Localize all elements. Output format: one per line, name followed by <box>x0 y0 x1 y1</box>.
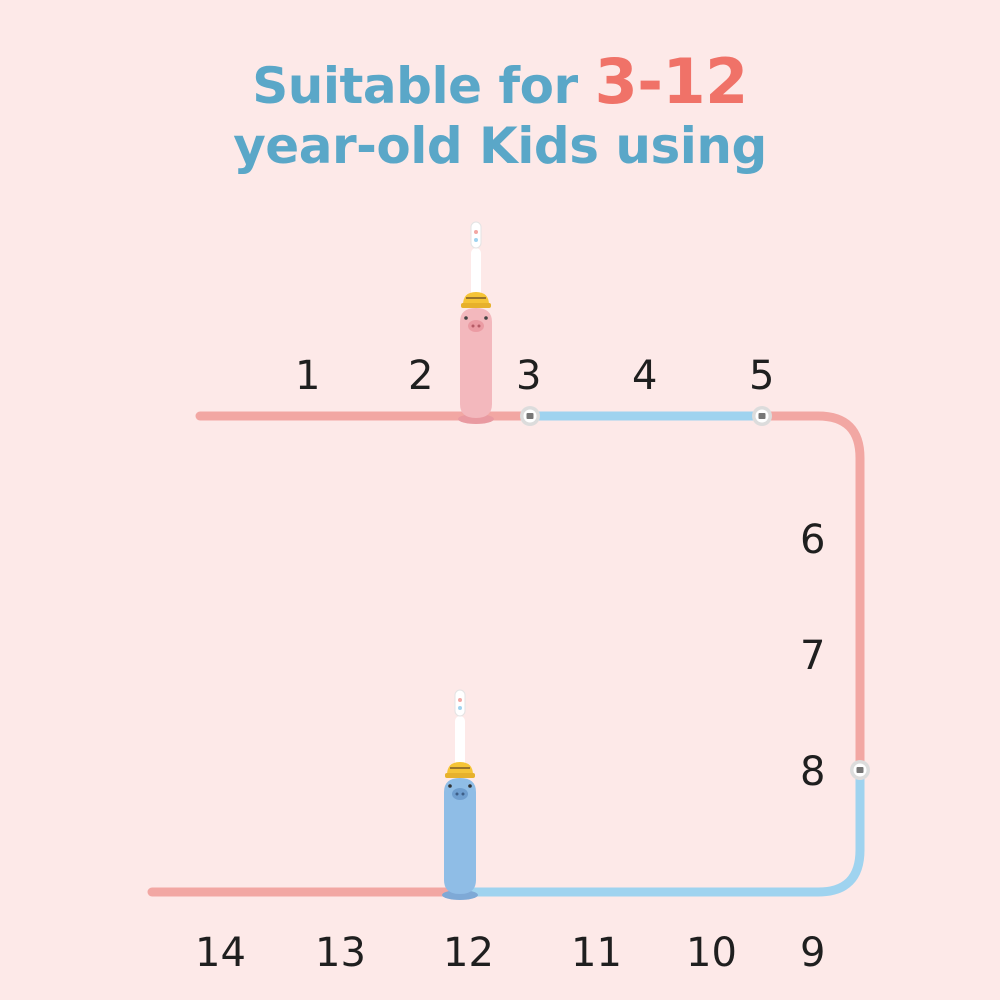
track-joints <box>520 406 870 780</box>
track-segment-right-pink <box>757 411 865 775</box>
track-segment-right-blue <box>457 765 865 897</box>
pink-toothbrush-illustration <box>458 221 494 424</box>
joint-marker <box>850 760 870 780</box>
age-label-11: 11 <box>571 930 622 976</box>
age-label-10: 10 <box>686 930 737 976</box>
joint-marker <box>520 406 540 426</box>
age-label-1: 1 <box>295 353 321 399</box>
blue-toothbrush-illustration <box>442 689 478 900</box>
headline: Suitable for 3-12 year-old Kids using <box>0 51 1000 176</box>
headline-line-1: Suitable for 3-12 <box>0 51 1000 116</box>
age-label-14: 14 <box>195 930 246 976</box>
age-label-4: 4 <box>632 353 658 399</box>
age-label-2: 2 <box>408 353 434 399</box>
age-track <box>147 411 865 897</box>
headline-age-range: 3-12 <box>594 45 749 118</box>
joint-marker <box>752 406 772 426</box>
age-label-7: 7 <box>800 633 826 679</box>
age-label-3: 3 <box>516 353 542 399</box>
age-label-6: 6 <box>800 517 826 563</box>
age-label-13: 13 <box>315 930 366 976</box>
headline-line-2: year-old Kids using <box>233 117 767 175</box>
age-label-8: 8 <box>800 749 826 795</box>
age-label-5: 5 <box>749 353 775 399</box>
age-label-12: 12 <box>443 930 494 976</box>
headline-prefix: Suitable for <box>252 57 595 115</box>
age-label-9: 9 <box>800 930 826 976</box>
